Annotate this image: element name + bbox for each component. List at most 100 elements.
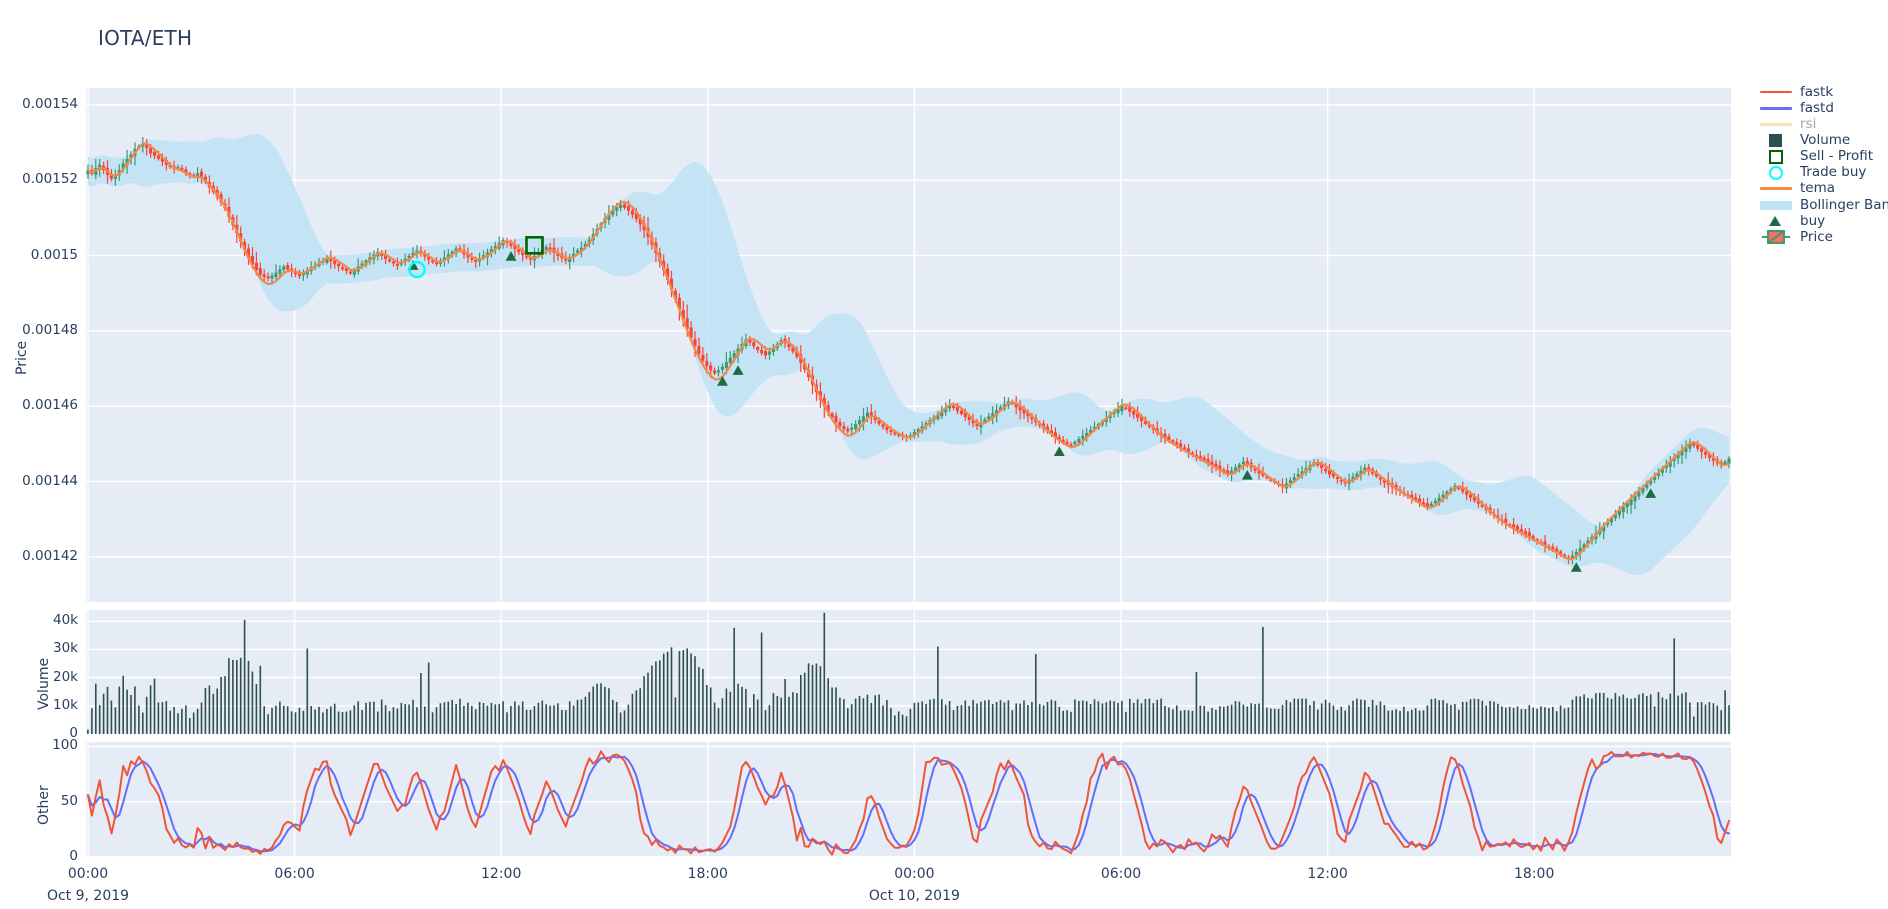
- volume-bar: [1642, 693, 1644, 734]
- volume-bar: [1003, 702, 1006, 734]
- volume-bar: [286, 706, 289, 734]
- chart-legend[interactable]: fastk fastd rsi Volume Sell - Profit Trade bu…: [1758, 84, 1888, 245]
- legend-item-trade-buy[interactable]: Trade buy: [1758, 164, 1888, 180]
- volume-bar: [1508, 706, 1511, 734]
- buy-marker[interactable]: [1570, 562, 1582, 572]
- buy-marker[interactable]: [1053, 446, 1065, 456]
- line-swatch-icon: [1758, 84, 1794, 99]
- candle-body: [967, 416, 971, 421]
- candle-body: [156, 155, 160, 159]
- volume-bar: [239, 657, 242, 734]
- volume-bar: [717, 707, 720, 734]
- volume-bar: [1132, 703, 1135, 734]
- volume-bar: [349, 710, 352, 734]
- legend-item-bollinger-band[interactable]: Bollinger Band: [1758, 197, 1888, 213]
- volume-bar: [185, 705, 187, 734]
- volume-bar: [941, 699, 943, 734]
- volume-bar: [561, 709, 563, 734]
- volume-bar: [1332, 705, 1335, 734]
- volume-bar: [886, 700, 888, 734]
- volume-bar: [486, 705, 489, 734]
- candle-body: [724, 362, 728, 368]
- volume-bar: [1285, 700, 1288, 734]
- volume-bar: [529, 709, 532, 734]
- volume-bar: [1579, 696, 1581, 734]
- volume-bar: [1536, 708, 1538, 734]
- legend-item-fastk[interactable]: fastk: [1758, 84, 1888, 100]
- volume-bar: [1477, 698, 1480, 734]
- candle-body: [149, 147, 153, 154]
- volume-bar: [471, 705, 473, 734]
- buy-marker[interactable]: [1241, 470, 1253, 480]
- volume-bar: [1011, 710, 1014, 734]
- volume-bar: [843, 699, 845, 734]
- volume-bar: [780, 697, 782, 734]
- volume-bar: [1693, 716, 1695, 734]
- volume-bar: [960, 705, 963, 734]
- legend-item-volume[interactable]: Volume: [1758, 132, 1888, 148]
- volume-bar: [1234, 701, 1237, 734]
- volume-bar: [1450, 704, 1452, 734]
- volume-bar: [228, 658, 230, 734]
- candle-body: [152, 151, 157, 156]
- volume-bar: [494, 704, 497, 734]
- legend-item-sell-profit[interactable]: Sell - Profit: [1758, 148, 1888, 164]
- volume-bar: [1348, 705, 1350, 734]
- volume-bar: [568, 701, 571, 734]
- volume-bar: [443, 702, 446, 734]
- sell-profit-marker[interactable]: [525, 236, 544, 255]
- legend-item-price[interactable]: Price: [1758, 229, 1888, 245]
- volume-bar: [995, 702, 998, 734]
- volume-bar: [420, 673, 422, 734]
- volume-bar: [1078, 701, 1080, 734]
- legend-item-label: fastk: [1800, 83, 1834, 100]
- volume-bar: [165, 701, 168, 734]
- volume-bar: [388, 711, 391, 734]
- candle-body: [517, 248, 521, 253]
- volume-bar: [1512, 707, 1515, 734]
- volume-bar: [416, 707, 418, 734]
- volume-bar: [279, 701, 281, 734]
- volume-bar: [1571, 699, 1574, 734]
- volume-bar: [557, 703, 559, 734]
- candle-body: [854, 423, 858, 430]
- buy-marker[interactable]: [505, 251, 517, 261]
- volume-bar: [619, 712, 622, 734]
- legend-item-tema[interactable]: tema: [1758, 180, 1888, 196]
- volume-bar: [196, 708, 199, 734]
- buy-marker[interactable]: [717, 376, 728, 386]
- volume-bar: [95, 683, 97, 734]
- volume-bar: [647, 672, 649, 734]
- legend-item-fastd[interactable]: fastd: [1758, 100, 1888, 116]
- volume-bar: [878, 694, 880, 734]
- volume-bar: [126, 689, 128, 734]
- volume-bar: [659, 660, 661, 734]
- legend-item-rsi[interactable]: rsi: [1758, 116, 1888, 132]
- volume-bar: [447, 701, 450, 734]
- x-axis-tick-date: Oct 9, 2019: [46, 888, 130, 904]
- volume-bar: [525, 709, 528, 734]
- trade-buy-marker[interactable]: [408, 260, 426, 279]
- volume-bar: [604, 686, 606, 734]
- volume-bar: [1469, 699, 1472, 734]
- candle-body: [1324, 468, 1328, 472]
- volume-bar: [1344, 710, 1346, 734]
- volume-bar: [1661, 697, 1664, 734]
- volume-series[interactable]: [87, 612, 1730, 734]
- candle-body: [431, 260, 435, 263]
- volume-bar: [925, 703, 927, 734]
- legend-item-buy[interactable]: buy: [1758, 213, 1888, 229]
- volume-bar: [482, 703, 485, 734]
- volume-bar: [98, 705, 101, 734]
- volume-bar: [455, 704, 457, 734]
- volume-bar: [1215, 709, 1217, 734]
- buy-marker[interactable]: [732, 365, 744, 375]
- candle-body: [838, 422, 842, 427]
- volume-bar: [267, 714, 269, 734]
- volume-bar: [1140, 703, 1143, 734]
- volume-bar: [929, 699, 931, 734]
- volume-bar: [1485, 705, 1487, 734]
- buy-marker[interactable]: [1645, 488, 1657, 498]
- volume-bar: [1438, 700, 1440, 734]
